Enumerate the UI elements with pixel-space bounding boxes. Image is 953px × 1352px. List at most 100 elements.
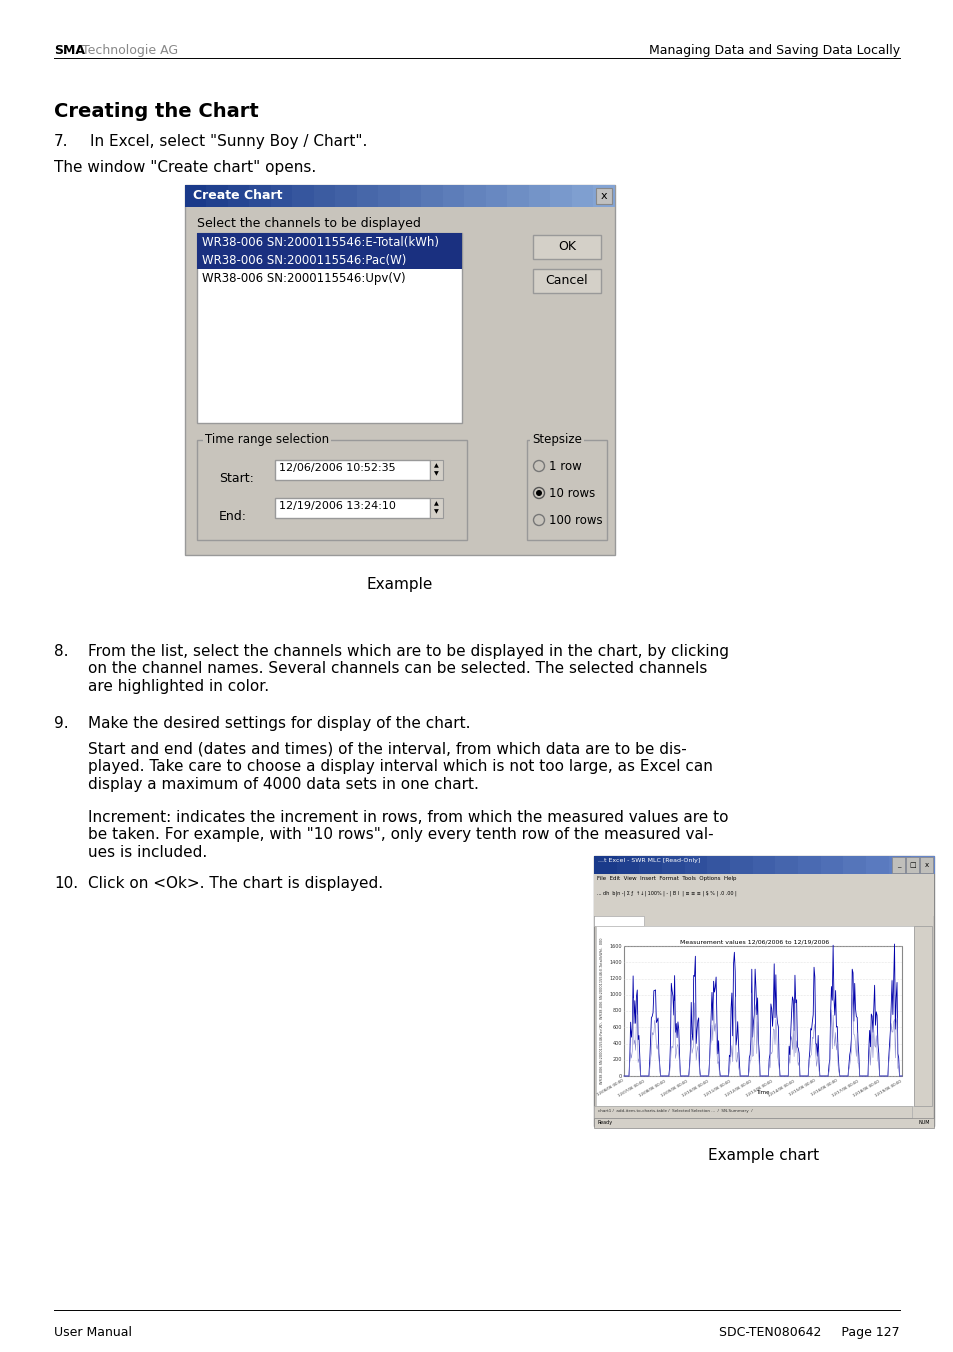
Bar (196, 233, 461, 251)
Bar (550, 185, 572, 207)
Text: chart1 /  add-item-to-charts-table /  Selected Selection ...  /  SN-Summary  /: chart1 / add-item-to-charts-table / Sele… (598, 1109, 752, 1113)
Bar (399, 185, 421, 207)
Text: 800: 800 (612, 1009, 621, 1014)
Bar (529, 185, 551, 207)
Bar (206, 185, 229, 207)
Text: 7.: 7. (54, 134, 69, 149)
Text: x: x (600, 191, 607, 201)
Bar (196, 251, 461, 269)
Bar (596, 188, 612, 204)
Bar (533, 269, 600, 293)
Bar (891, 857, 904, 873)
Text: 200: 200 (612, 1057, 621, 1063)
Text: ▼: ▼ (434, 510, 438, 515)
Text: End:: End: (219, 510, 247, 523)
Text: 12/07/06 00:00: 12/07/06 00:00 (617, 1079, 645, 1098)
Text: Cancel: Cancel (545, 274, 588, 288)
Bar (797, 856, 821, 873)
Text: ▼: ▼ (434, 472, 438, 476)
Text: 12/19/2006 13:24:10: 12/19/2006 13:24:10 (278, 502, 395, 511)
Text: 1000: 1000 (609, 992, 621, 998)
Text: SMA: SMA (54, 45, 85, 57)
Text: Technologie AG: Technologie AG (78, 45, 178, 57)
Bar (430, 498, 442, 518)
Bar (775, 856, 799, 873)
Bar (464, 185, 486, 207)
Text: The window "Create chart" opens.: The window "Create chart" opens. (54, 160, 315, 174)
Bar (888, 856, 911, 873)
Bar (639, 856, 662, 873)
Text: Select the channels to be displayed: Select the channels to be displayed (196, 218, 420, 230)
Bar (485, 185, 507, 207)
Circle shape (536, 489, 541, 496)
Text: Create Chart: Create Chart (193, 189, 282, 201)
Text: Measurement values 12/06/2006 to 12/19/2006: Measurement values 12/06/2006 to 12/19/2… (679, 940, 829, 945)
Text: Make the desired settings for display of the chart.: Make the desired settings for display of… (88, 717, 470, 731)
Bar (442, 185, 464, 207)
Bar (910, 856, 934, 873)
Text: ...t Excel - SWR MLC [Read-Only]: ...t Excel - SWR MLC [Read-Only] (598, 859, 700, 863)
Text: Start and end (dates and times) of the interval, from which data are to be dis-
: Start and end (dates and times) of the i… (88, 742, 712, 792)
Bar (661, 856, 685, 873)
Bar (185, 185, 615, 556)
Text: 12/17/06 00:00: 12/17/06 00:00 (830, 1079, 859, 1098)
Bar (271, 185, 293, 207)
Bar (572, 185, 594, 207)
Text: x: x (923, 863, 927, 868)
Text: 12/09/06 00:00: 12/09/06 00:00 (659, 1079, 687, 1098)
Bar (594, 902, 933, 917)
Bar (378, 185, 400, 207)
Text: 100 rows: 100 rows (548, 514, 602, 527)
Text: In Excel, select "Sunny Boy / Chart".: In Excel, select "Sunny Boy / Chart". (90, 134, 367, 149)
Text: 10.: 10. (54, 876, 78, 891)
Bar (752, 856, 776, 873)
Text: 12/19/06 00:00: 12/19/06 00:00 (873, 1079, 901, 1098)
Text: 12/11/06 00:00: 12/11/06 00:00 (702, 1079, 730, 1098)
Bar (421, 185, 443, 207)
Text: 12/06/2006 10:52:35: 12/06/2006 10:52:35 (278, 462, 395, 473)
Text: WR38-006 SN:2000115546:Pac(W): WR38-006 SN:2000115546:Pac(W) (202, 254, 406, 266)
Text: OK: OK (558, 241, 576, 254)
Text: 600: 600 (612, 1025, 621, 1030)
Text: 12/12/06 00:00: 12/12/06 00:00 (723, 1079, 752, 1098)
Bar (533, 235, 600, 260)
Text: WR38-006 SN:2000115546:E-Total(kWh): WR38-006 SN:2000115546:E-Total(kWh) (202, 237, 438, 249)
Text: 1200: 1200 (609, 976, 621, 982)
Text: ▲: ▲ (434, 502, 438, 507)
Text: 12/16/06 00:00: 12/16/06 00:00 (809, 1079, 837, 1098)
Text: □: □ (908, 863, 915, 868)
Bar (842, 856, 866, 873)
Bar (196, 439, 467, 539)
Bar (356, 185, 378, 207)
Bar (593, 185, 615, 207)
Bar (729, 856, 753, 873)
Text: 12/06/06 00:00: 12/06/06 00:00 (596, 1079, 623, 1098)
Bar (865, 856, 889, 873)
Bar (185, 185, 207, 207)
Bar (335, 185, 357, 207)
Bar (623, 946, 901, 1076)
Text: 12/08/06 00:00: 12/08/06 00:00 (639, 1079, 666, 1098)
Bar (919, 857, 932, 873)
Text: 12/10/06 00:00: 12/10/06 00:00 (681, 1079, 709, 1098)
Text: ▲: ▲ (434, 464, 438, 469)
Text: Managing Data and Saving Data Locally: Managing Data and Saving Data Locally (648, 45, 899, 57)
Text: 12/13/06 00:00: 12/13/06 00:00 (745, 1079, 773, 1098)
Text: Time range selection: Time range selection (205, 433, 329, 446)
Bar (274, 498, 430, 518)
Text: Example chart: Example chart (708, 1148, 819, 1163)
Text: 1600: 1600 (609, 944, 621, 949)
Bar (905, 857, 918, 873)
Bar (706, 856, 730, 873)
Bar (228, 185, 250, 207)
Bar (526, 439, 606, 539)
Bar (250, 185, 272, 207)
Text: Start:: Start: (219, 472, 253, 485)
Text: 9.: 9. (54, 717, 69, 731)
Bar (594, 888, 933, 902)
Text: User Manual: User Manual (54, 1326, 132, 1338)
Bar (594, 856, 933, 1126)
Bar (913, 926, 931, 1106)
Text: 0: 0 (618, 1073, 621, 1079)
Text: 8.: 8. (54, 644, 69, 658)
